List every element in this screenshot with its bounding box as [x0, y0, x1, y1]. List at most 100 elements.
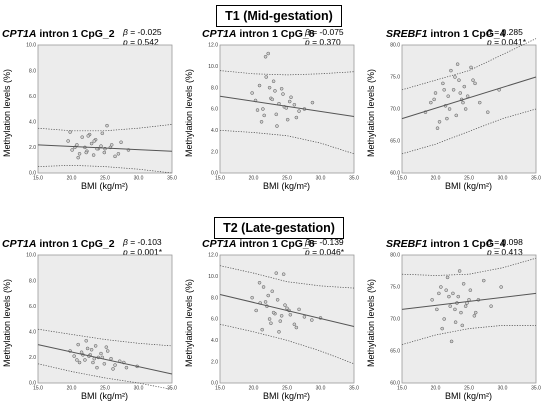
gene-name: CPT1A: [202, 238, 237, 250]
x-tick-label: 35.0: [531, 176, 541, 182]
data-point: [261, 285, 266, 289]
x-tick-label: 35.0: [349, 386, 359, 392]
data-point: [273, 89, 277, 93]
p-value: p = 0.413: [487, 247, 523, 257]
data-point: [102, 150, 107, 155]
x-tick-label: 20.0: [249, 386, 259, 392]
data-point: [477, 100, 482, 105]
data-point: [457, 269, 462, 273]
gene-name: SREBF1: [386, 238, 428, 250]
x-tick-label: 25.0: [282, 176, 292, 182]
x-tick-label: 25.0: [100, 176, 110, 182]
y-axis-label: Methylation levels (%): [2, 278, 12, 367]
data-point: [442, 88, 446, 92]
x-axis-label: BMI (kg/m²): [263, 181, 310, 191]
data-point: [465, 94, 470, 98]
beta-value: β = 0.098: [487, 237, 523, 247]
beta-value: β = 0.285: [487, 27, 523, 37]
y-tick-label: 8.0: [29, 68, 36, 74]
regression-stats: β = -0.103 p = 0.001*: [123, 237, 162, 257]
data-point: [460, 323, 465, 328]
y-tick-label: 10.0: [208, 274, 218, 280]
data-point: [271, 310, 276, 315]
data-point: [269, 321, 273, 326]
panel-title: SREBF1 intron 1 CpG_4: [386, 238, 506, 250]
data-point: [116, 152, 121, 156]
scatter-plot: 60.0 65.0 70.0 75.0 80.0 15.0 20.0 25.0 30.0 35.0: [390, 38, 541, 182]
data-point: [75, 143, 79, 147]
data-point: [102, 362, 107, 366]
data-point: [91, 153, 96, 157]
data-point: [92, 139, 97, 143]
y-tick-label: 2.0: [211, 359, 218, 365]
data-point: [279, 314, 284, 318]
x-tick-label: 30.0: [498, 176, 508, 182]
x-tick-label: 25.0: [464, 176, 474, 182]
data-point: [294, 115, 299, 120]
data-point: [283, 303, 287, 307]
x-tick-label: 15.0: [397, 386, 407, 392]
x-tick-label: 35.0: [167, 176, 177, 182]
gene-name: SREBF1: [386, 28, 428, 40]
scatter-plot: 0.0 2.0 4.0 6.0 8.0 10.0 15.0 20.0 25.0 30.0 35.0: [26, 253, 177, 392]
data-point: [289, 95, 293, 100]
site-name: intron 1 CpG_8: [236, 238, 315, 250]
y-tick-label: 4.0: [29, 330, 36, 336]
data-point: [260, 327, 264, 332]
data-point: [285, 117, 290, 122]
data-point: [463, 304, 468, 308]
x-axis-label: BMI (kg/m²): [445, 181, 492, 191]
data-point: [77, 360, 82, 365]
x-axis-label: BMI (kg/m²): [263, 391, 310, 401]
data-point: [453, 75, 457, 79]
site-name: intron 1 CpG_4: [427, 28, 506, 40]
panel-title: CPT1A intron 1 CpG_2: [2, 28, 115, 40]
y-tick-label: 0.0: [29, 381, 36, 387]
data-point: [435, 307, 439, 312]
x-tick-label: 30.0: [316, 386, 326, 392]
regression-line: [219, 293, 355, 327]
data-point: [445, 275, 450, 280]
data-point: [95, 365, 99, 370]
data-point: [432, 97, 436, 102]
data-point: [75, 358, 79, 362]
x-tick-label: 30.0: [134, 176, 144, 182]
y-tick-label: 0.0: [211, 381, 218, 387]
x-tick-label: 20.0: [431, 386, 441, 392]
data-point: [124, 365, 129, 370]
data-point: [297, 307, 301, 312]
data-point: [274, 112, 279, 117]
panel-title: CPT1A intron 1 CpG_8: [202, 238, 315, 250]
data-point: [287, 99, 292, 104]
data-point: [274, 271, 279, 275]
x-tick-label: 15.0: [215, 176, 225, 182]
y-tick-label: 10.0: [208, 64, 218, 70]
data-point: [429, 100, 433, 105]
data-point: [292, 322, 297, 327]
regression-line: [401, 292, 537, 310]
x-tick-label: 20.0: [431, 176, 441, 182]
data-point: [76, 155, 80, 160]
data-point: [263, 54, 268, 59]
x-tick-label: 15.0: [33, 386, 43, 392]
data-point: [250, 295, 254, 300]
data-point: [66, 139, 70, 143]
x-tick-label: 20.0: [67, 386, 77, 392]
data-point: [257, 280, 262, 285]
beta-value: β = -0.103: [123, 237, 162, 247]
data-point: [264, 75, 268, 79]
data-point: [471, 78, 475, 82]
site-name: intron 1 CpG_8: [236, 28, 315, 40]
y-tick-label: 4.0: [211, 338, 218, 344]
x-tick-label: 30.0: [316, 176, 326, 182]
ci-upper-line: [37, 328, 173, 347]
data-point: [448, 304, 452, 308]
data-point: [263, 300, 268, 304]
y-tick-label: 4.0: [29, 120, 36, 126]
data-point: [461, 282, 466, 286]
data-point: [462, 84, 467, 89]
x-tick-label: 20.0: [249, 176, 259, 182]
gene-name: CPT1A: [202, 28, 237, 40]
x-axis-label: BMI (kg/m²): [445, 391, 492, 401]
x-axis-label: BMI (kg/m²): [81, 181, 128, 191]
